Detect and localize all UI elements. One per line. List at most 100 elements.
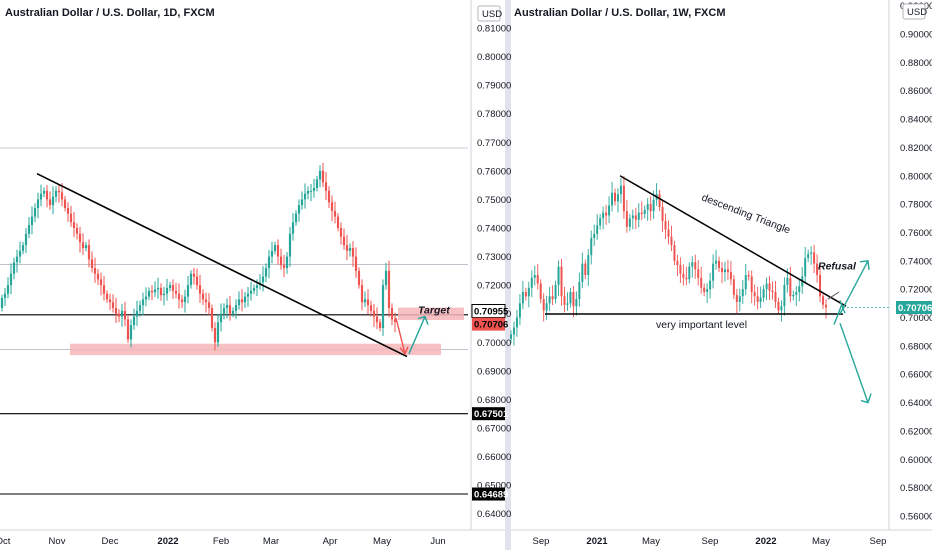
right-candle-body-12 <box>545 303 548 311</box>
left-candle-body-14 <box>42 190 46 194</box>
right-y-ticks: 0.56000 0.58000 0.60000 0.62000 0.64000 0.660… <box>900 1 932 522</box>
right-candle-body-93 <box>786 277 789 285</box>
left-candle-body-1 <box>3 293 7 298</box>
left-candle-body-18 <box>54 190 58 197</box>
left-x-tick-7: May <box>373 536 391 547</box>
right-candle-body-48 <box>652 199 655 212</box>
right-x-tick-3: Sep <box>702 536 719 547</box>
right-candle-body-5 <box>524 292 527 297</box>
panel-divider[interactable] <box>505 0 511 550</box>
right-candle-body-100 <box>807 253 810 258</box>
right-candle-body-68 <box>712 263 715 281</box>
left-candle-body-29 <box>87 245 91 260</box>
right-y-tick-10: 0.76000 <box>900 228 932 239</box>
right-candle-body-61 <box>691 262 694 267</box>
left-candle-body-108 <box>324 182 328 191</box>
left-candle-body-44 <box>132 316 136 326</box>
right-candle-body-35 <box>614 192 617 202</box>
left-candle-body-62 <box>186 285 190 297</box>
left-candle-body-122 <box>366 299 370 306</box>
right-candle-body-82 <box>753 292 756 297</box>
left-horizontal-lines <box>0 147 468 495</box>
left-candle-body-72 <box>216 322 220 343</box>
left-green-arrow <box>408 316 426 354</box>
right-trendline <box>619 175 847 307</box>
left-candle-body-25 <box>75 228 79 234</box>
left-candle-body-52 <box>156 288 160 290</box>
left-candle-body-7 <box>21 245 25 251</box>
right-candle-body-63 <box>697 269 700 278</box>
right-currency-button[interactable]: USD <box>902 3 927 20</box>
left-red-arrowhead <box>399 346 409 356</box>
left-candle-body-94 <box>282 265 286 268</box>
left-candle-body-13 <box>39 193 43 200</box>
right-price-tag-bg-0 <box>896 301 932 315</box>
left-candle-body-30 <box>90 259 94 268</box>
right-candle-body-77 <box>738 296 741 302</box>
right-candle-body-21 <box>572 292 575 307</box>
right-candle-body-102 <box>813 252 816 264</box>
left-candle-body-107 <box>321 170 325 183</box>
left-candle-body-20 <box>60 192 64 200</box>
right-candle-body-31 <box>602 212 605 219</box>
right-candle-body-75 <box>732 279 735 295</box>
right-y-tick-2: 0.60000 <box>900 455 932 466</box>
left-candle-body-101 <box>303 193 307 200</box>
left-candle-body-77 <box>231 310 235 314</box>
left-currency-button[interactable]: USD <box>477 5 502 22</box>
left-candle-body-47 <box>141 299 145 306</box>
left-candle-body-95 <box>285 256 289 268</box>
right-candle-body-52 <box>664 221 667 230</box>
left-candle-body-69 <box>207 302 211 308</box>
left-candle-body-40 <box>120 310 124 317</box>
right-candle-body-55 <box>673 245 676 261</box>
right-candle-body-25 <box>584 263 587 275</box>
right-candle-body-10 <box>539 283 542 300</box>
right-y-tick-14: 0.84000 <box>900 115 932 126</box>
left-candle-body-60 <box>180 299 184 303</box>
left-candle-body-12 <box>36 199 40 208</box>
left-x-tick-4: Feb <box>213 536 229 547</box>
left-candle-body-61 <box>183 296 187 303</box>
right-candle-body-0 <box>510 334 512 339</box>
left-candle-body-84 <box>252 288 256 291</box>
left-x-tick-1: Nov <box>49 536 66 547</box>
right-x-tick-2: May <box>642 536 660 547</box>
left-candle-body-85 <box>255 285 259 288</box>
left-candle-body-112 <box>336 216 340 228</box>
right-candle-body-94 <box>789 277 792 297</box>
left-candle-body-10 <box>30 216 34 226</box>
left-y-tick-15: 0.79000 <box>477 81 511 92</box>
right-candle-body-80 <box>747 275 750 277</box>
left-y-tick-16: 0.80000 <box>477 52 511 63</box>
left-candle-body-71 <box>213 328 217 343</box>
right-candle-body-84 <box>759 297 762 302</box>
left-x-tick-2: Dec <box>102 536 119 547</box>
right-candle-body-29 <box>596 225 599 234</box>
right-candle-body-85 <box>762 289 765 298</box>
left-y-tick-13: 0.77000 <box>477 138 511 149</box>
left-y-tick-0: 0.64000 <box>477 509 511 520</box>
right-x-tick-5: May <box>812 536 830 547</box>
left-y-tick-9: 0.73000 <box>477 252 511 263</box>
left-candle-body-16 <box>48 199 52 206</box>
right-candle-body-104 <box>819 275 822 297</box>
left-candle-body-129 <box>387 270 391 308</box>
right-candle-body-53 <box>667 229 670 237</box>
right-candle-body-9 <box>536 275 539 284</box>
left-candle-body-93 <box>279 256 283 266</box>
right-candle-body-8 <box>533 275 536 278</box>
right-down-arrowhead <box>860 393 872 404</box>
left-candle-body-118 <box>354 256 358 271</box>
right-candle-body-74 <box>729 272 732 280</box>
right-y-tick-16: 0.88000 <box>900 58 932 69</box>
right-candle-body-59 <box>685 277 688 280</box>
right-chart-title: Australian Dollar / U.S. Dollar, 1W, FXC… <box>514 7 726 19</box>
left-candle-body-50 <box>150 290 154 293</box>
left-y-tick-10: 0.74000 <box>477 224 511 235</box>
right-candle-body-23 <box>578 282 581 300</box>
daily-chart-panel: Australian Dollar / U.S. Dollar, 1D, FXC… <box>0 0 511 547</box>
left-candle-body-6 <box>18 250 22 257</box>
left-candle-body-24 <box>72 222 76 228</box>
